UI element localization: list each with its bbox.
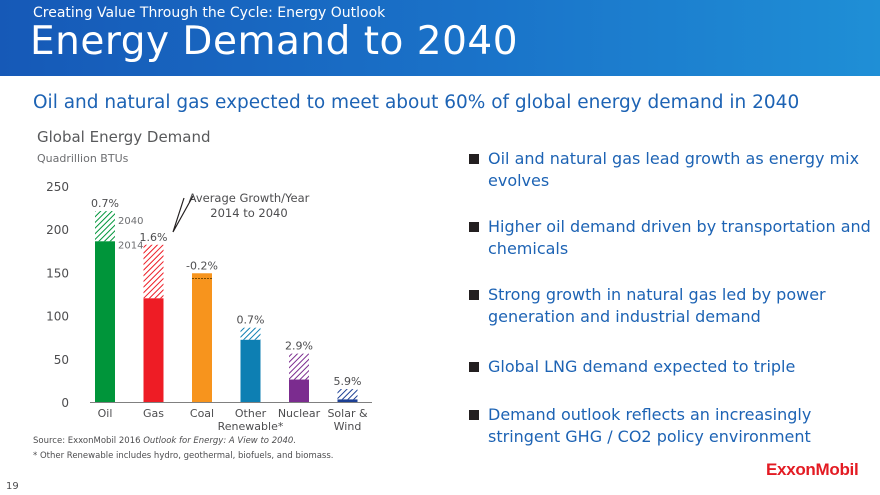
header-banner: Creating Value Through the Cycle: Energy…: [0, 0, 880, 76]
growth-rate-label: -0.2%: [186, 259, 218, 272]
page-number: 19: [6, 481, 19, 492]
bar-2040-growth: [289, 353, 309, 380]
footnote: * Other Renewable includes hydro, geothe…: [33, 451, 334, 461]
growth-rate-label: 2.9%: [285, 340, 313, 353]
bullet-marker: [469, 154, 479, 164]
growth-rate-label: 5.9%: [334, 375, 362, 388]
growth-rate-label: 0.7%: [91, 197, 119, 210]
bar-2040-growth: [95, 211, 115, 242]
bullet-text: Higher oil demand driven by transportati…: [488, 217, 871, 258]
bar-2014: [289, 379, 309, 402]
source-publication: Outlook for Energy: A View to 2040.: [143, 436, 297, 446]
bar-2040-growth: [240, 327, 261, 340]
bullet-marker: [469, 362, 479, 372]
bullet-marker: [469, 410, 479, 420]
chart-units: Quadrillion BTUs: [37, 152, 129, 165]
x-category-label: Renewable*: [218, 420, 284, 433]
bar-2014: [143, 298, 164, 402]
bar-2014: [192, 273, 212, 402]
y-tick-label: 100: [46, 310, 69, 324]
x-category-label: Wind: [334, 420, 362, 433]
growth-rate-label: 0.7%: [237, 314, 265, 327]
bullet-text: Demand outlook reflects an increasingly …: [488, 405, 812, 446]
bullet-text: Strong growth in natural gas led by powe…: [488, 285, 826, 326]
x-category-label: Coal: [190, 407, 214, 420]
bullet-marker: [469, 290, 479, 300]
series-label-2040: 2040: [118, 216, 143, 227]
header-kicker: Creating Value Through the Cycle: Energy…: [33, 5, 386, 21]
y-tick-label: 250: [46, 180, 69, 194]
slide-subtitle: Oil and natural gas expected to meet abo…: [33, 92, 800, 113]
exxonmobil-logo: ExxonMobil: [766, 460, 859, 479]
bullet-marker: [469, 222, 479, 232]
source-note: Source: ExxonMobil 2016 Outlook for Ener…: [33, 436, 296, 446]
bar-2014: [95, 241, 115, 402]
y-tick-label: 150: [46, 266, 69, 280]
source-prefix: Source: ExxonMobil 2016: [33, 436, 144, 446]
y-tick-label: 200: [46, 223, 69, 237]
chart-title: Global Energy Demand: [37, 128, 211, 146]
series-label-2014: 2014: [118, 240, 143, 251]
callout-pointer: [172, 195, 194, 233]
x-category-label: Solar &: [327, 407, 368, 420]
y-tick-label: 50: [54, 353, 69, 367]
bar-2040-growth: [337, 389, 358, 400]
callout-line-2: 2014 to 2040: [210, 206, 287, 220]
x-category-label: Nuclear: [278, 407, 321, 420]
bar-2040-growth: [143, 244, 164, 299]
x-category-label: Other: [235, 407, 267, 420]
bar-2014: [240, 339, 261, 402]
bullet-text: Global LNG demand expected to triple: [488, 357, 796, 376]
x-category-label: Oil: [98, 407, 113, 420]
x-category-label: Gas: [143, 407, 164, 420]
bullet-text: Oil and natural gas lead growth as energ…: [488, 149, 860, 190]
energy-demand-chart: 250 200 150 100 50 0 0.7% Oil 1.6% Gas -0.2% Coal 0.…: [46, 180, 372, 433]
growth-rate-label: 1.6%: [140, 231, 168, 244]
page-title: Energy Demand to 2040: [30, 19, 519, 64]
y-tick-label: 0: [61, 396, 69, 410]
bar-2014: [337, 399, 358, 402]
callout-line-1: Average Growth/Year: [189, 191, 310, 205]
